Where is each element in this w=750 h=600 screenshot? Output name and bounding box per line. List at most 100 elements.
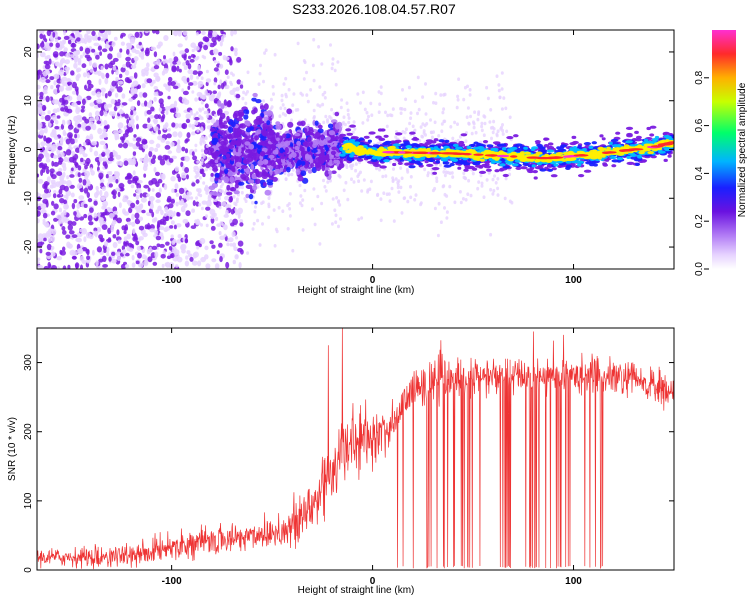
scatter-point: [53, 154, 58, 159]
scatter-point: [482, 195, 486, 199]
scatter-point: [152, 61, 159, 65]
scatter-point: [75, 237, 81, 242]
scatter-point: [489, 108, 493, 112]
scatter-point: [244, 134, 248, 141]
scatter-point: [170, 234, 174, 239]
scatter-point: [218, 205, 222, 210]
scatter-point: [626, 134, 633, 138]
scatter-point: [115, 251, 122, 257]
scatter-point: [133, 233, 138, 241]
scatter-point: [291, 248, 295, 253]
scatter-point: [334, 213, 338, 218]
scatter-point: [477, 112, 480, 116]
scatter-point: [210, 225, 216, 231]
scatter-point: [168, 76, 173, 82]
scatter-point: [91, 141, 98, 146]
scatter-point: [184, 238, 188, 244]
scatter-point: [185, 195, 190, 201]
scatter-point: [71, 90, 77, 95]
scatter-point: [53, 133, 58, 138]
scatter-point: [270, 105, 274, 109]
scatter-point: [329, 43, 332, 47]
scatter-point: [245, 184, 253, 190]
scatter-point: [177, 43, 183, 48]
scatter-point: [157, 129, 161, 135]
scatter-point: [219, 63, 224, 69]
scatter-point: [311, 63, 315, 68]
scatter-point: [69, 138, 76, 145]
scatter-point: [259, 105, 265, 110]
scatter-point: [626, 161, 635, 165]
scatter-point: [119, 73, 123, 79]
scatter-point: [146, 248, 151, 255]
scatter-point: [272, 208, 276, 212]
scatter-point: [513, 134, 519, 138]
scatter-point: [500, 107, 504, 111]
scatter-point: [93, 212, 98, 219]
scatter-point: [39, 129, 45, 134]
scatter-point: [94, 217, 98, 222]
scatter-point: [214, 263, 220, 269]
scatter-point: [504, 106, 508, 111]
scatter-point: [483, 115, 487, 119]
scatter-point: [218, 242, 223, 248]
scatter-point: [271, 84, 275, 89]
scatter-point: [50, 235, 56, 242]
scatter-point: [157, 91, 164, 96]
scatter-point: [422, 129, 426, 133]
scatter-point: [118, 129, 123, 134]
scatter-point: [464, 139, 468, 143]
scatter-point: [363, 107, 367, 112]
scatter-point: [323, 185, 327, 189]
scatter-point: [495, 133, 499, 138]
scatter-point: [287, 173, 291, 177]
scatter-point: [284, 76, 288, 81]
scatter-point: [459, 200, 463, 205]
scatter-point: [205, 263, 211, 269]
scatter-point: [80, 157, 84, 163]
scatter-point: [220, 140, 226, 146]
scatter-point: [407, 85, 411, 90]
scatter-point: [49, 168, 55, 174]
scatter-point: [453, 120, 457, 125]
scatter-point: [394, 177, 398, 181]
scatter-point: [237, 240, 244, 247]
scatter-point: [136, 123, 139, 130]
scatter-point: [141, 72, 146, 77]
scatter-point: [185, 113, 191, 120]
scatter-point: [508, 115, 512, 120]
scatter-point: [383, 134, 389, 138]
scatter-point: [86, 30, 91, 35]
scatter-point: [480, 128, 484, 133]
scatter-point: [63, 35, 70, 41]
scatter-point: [611, 164, 617, 168]
scatter-point: [76, 73, 81, 78]
scatter-point: [213, 67, 219, 72]
scatter-point: [399, 111, 403, 115]
scatter-point: [112, 219, 117, 225]
scatter-point: [93, 150, 99, 157]
scatter-point: [122, 64, 126, 69]
scatter-point: [104, 43, 111, 49]
scatter-point: [236, 117, 244, 122]
scatter-point: [334, 141, 338, 146]
scatter-point: [356, 174, 360, 179]
scatter-point: [63, 156, 69, 162]
scatter-point: [38, 163, 43, 169]
scatter-point: [409, 175, 413, 179]
scatter-point: [89, 117, 96, 122]
scatter-point: [69, 174, 75, 178]
scatter-point: [46, 176, 51, 183]
scatter-point: [266, 120, 271, 126]
scatter-point: [162, 113, 166, 120]
scatter-point: [416, 111, 419, 116]
scatter-point: [52, 88, 59, 95]
scatter-point: [382, 191, 386, 195]
scatter-point: [42, 70, 48, 77]
scatter-point: [145, 69, 149, 77]
scatter-point: [170, 220, 175, 225]
scatter-point: [151, 245, 158, 250]
scatter-point: [107, 103, 113, 108]
scatter-point: [117, 80, 124, 85]
